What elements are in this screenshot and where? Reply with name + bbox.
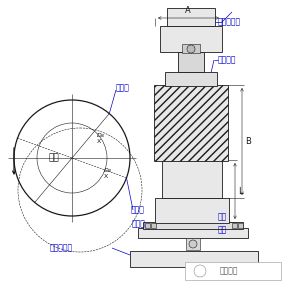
Bar xyxy=(165,72,217,86)
Text: L: L xyxy=(238,187,243,195)
Text: 工艺台: 工艺台 xyxy=(131,220,145,229)
Bar xyxy=(186,238,200,250)
Text: 援叉: 援叉 xyxy=(218,225,227,235)
Bar xyxy=(185,262,281,280)
Circle shape xyxy=(14,100,130,216)
Text: 函鼠传动: 函鼠传动 xyxy=(220,266,238,275)
Bar xyxy=(155,198,229,223)
Text: 入刀点: 入刀点 xyxy=(116,83,130,93)
Bar xyxy=(130,251,258,267)
Bar xyxy=(160,26,222,52)
Text: A: A xyxy=(185,6,191,15)
Text: 机床下顶尖: 机床下顶尖 xyxy=(50,243,73,252)
Bar xyxy=(154,85,228,161)
Circle shape xyxy=(189,240,197,248)
Text: 卡笼: 卡笼 xyxy=(218,212,227,222)
Bar xyxy=(232,223,237,228)
Text: 砂轮: 砂轮 xyxy=(49,153,59,162)
Bar xyxy=(167,8,215,26)
Text: 出刀点: 出刀点 xyxy=(131,206,145,214)
Text: X: X xyxy=(96,139,101,144)
Bar xyxy=(143,222,243,229)
Bar xyxy=(178,52,204,72)
Bar xyxy=(145,223,150,228)
Bar xyxy=(138,228,248,238)
Text: 机床上顶尖: 机床上顶尖 xyxy=(218,18,241,26)
Text: Ds: Ds xyxy=(96,133,105,138)
Text: B: B xyxy=(245,137,251,145)
Bar xyxy=(182,44,200,53)
Circle shape xyxy=(187,45,195,53)
Bar xyxy=(238,223,243,228)
Text: X: X xyxy=(104,174,108,179)
Bar xyxy=(151,223,156,228)
Text: Ds: Ds xyxy=(104,168,112,174)
Bar xyxy=(162,160,222,198)
Text: 斜齿轮轴: 斜齿轮轴 xyxy=(218,55,236,64)
